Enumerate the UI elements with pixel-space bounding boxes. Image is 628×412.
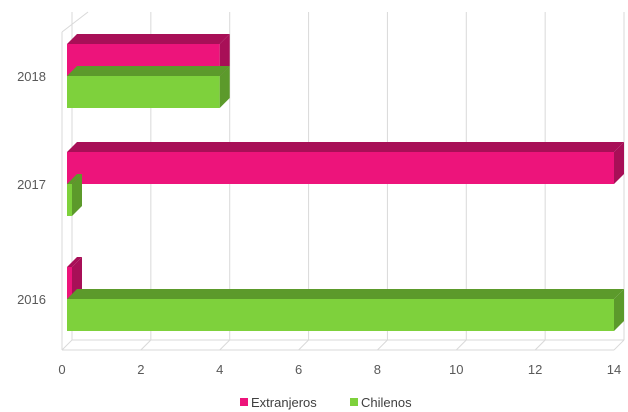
y-tick-label-2018: 2018 — [17, 69, 46, 84]
floor-gridline — [140, 339, 152, 351]
legend-swatch-chilenos — [350, 398, 358, 406]
floor-gridline — [613, 339, 625, 351]
legend-label-chilenos: Chilenos — [361, 395, 412, 410]
x-tick-label-10: 10 — [449, 362, 463, 377]
bar-front-face — [67, 152, 614, 184]
floor-gridline — [377, 339, 388, 351]
x-axis-labels: 0 2 4 6 8 10 12 14 — [58, 362, 621, 377]
bar-front-face — [67, 299, 614, 331]
bar-front-face — [67, 184, 72, 216]
bar-side-face — [72, 257, 82, 299]
bar-top-face — [67, 257, 82, 267]
x-tick-label-6: 6 — [295, 362, 302, 377]
x-tick-label-12: 12 — [528, 362, 542, 377]
bar-front-face — [67, 267, 72, 299]
bars — [67, 34, 624, 331]
bar-chilenos-2018 — [67, 66, 230, 108]
y-tick-label-2017: 2017 — [17, 177, 46, 192]
x-tick-label-8: 8 — [374, 362, 381, 377]
floor-gridline — [455, 339, 467, 351]
bar-side-face — [614, 289, 624, 331]
side-wall-top-edge — [61, 11, 89, 33]
bar-side-face — [614, 142, 624, 184]
bar-side-face — [219, 34, 230, 76]
bar-top-face — [67, 34, 230, 44]
bar-top-face — [67, 289, 624, 299]
floor-gridline — [298, 339, 309, 351]
bar-chilenos-2017 — [67, 174, 82, 216]
bar-top-face — [67, 174, 82, 184]
bar-extranjeros-2016 — [67, 257, 82, 299]
y-axis-labels: 2016 2017 2018 — [17, 69, 46, 307]
x-tick-label-14: 14 — [607, 362, 621, 377]
x-tick-label-0: 0 — [58, 362, 65, 377]
x-tick-label-2: 2 — [137, 362, 144, 377]
bar-side-face — [72, 174, 82, 216]
floor-gridline — [534, 339, 546, 351]
floor-gridline — [219, 339, 231, 351]
bar-top-face — [67, 66, 230, 76]
legend-swatch-extranjeros — [240, 398, 248, 406]
floor-gridline — [61, 339, 73, 351]
legend-label-extranjeros: Extranjeros — [251, 395, 317, 410]
bar-front-face — [67, 76, 220, 108]
y-tick-label-2016: 2016 — [17, 292, 46, 307]
bar-chilenos-2016 — [67, 289, 624, 331]
bar-extranjeros-2017 — [67, 142, 624, 184]
bar-top-face — [67, 142, 624, 152]
legend: Extranjeros Chilenos — [240, 395, 412, 410]
x-tick-label-4: 4 — [216, 362, 223, 377]
bar-side-face — [219, 66, 230, 108]
